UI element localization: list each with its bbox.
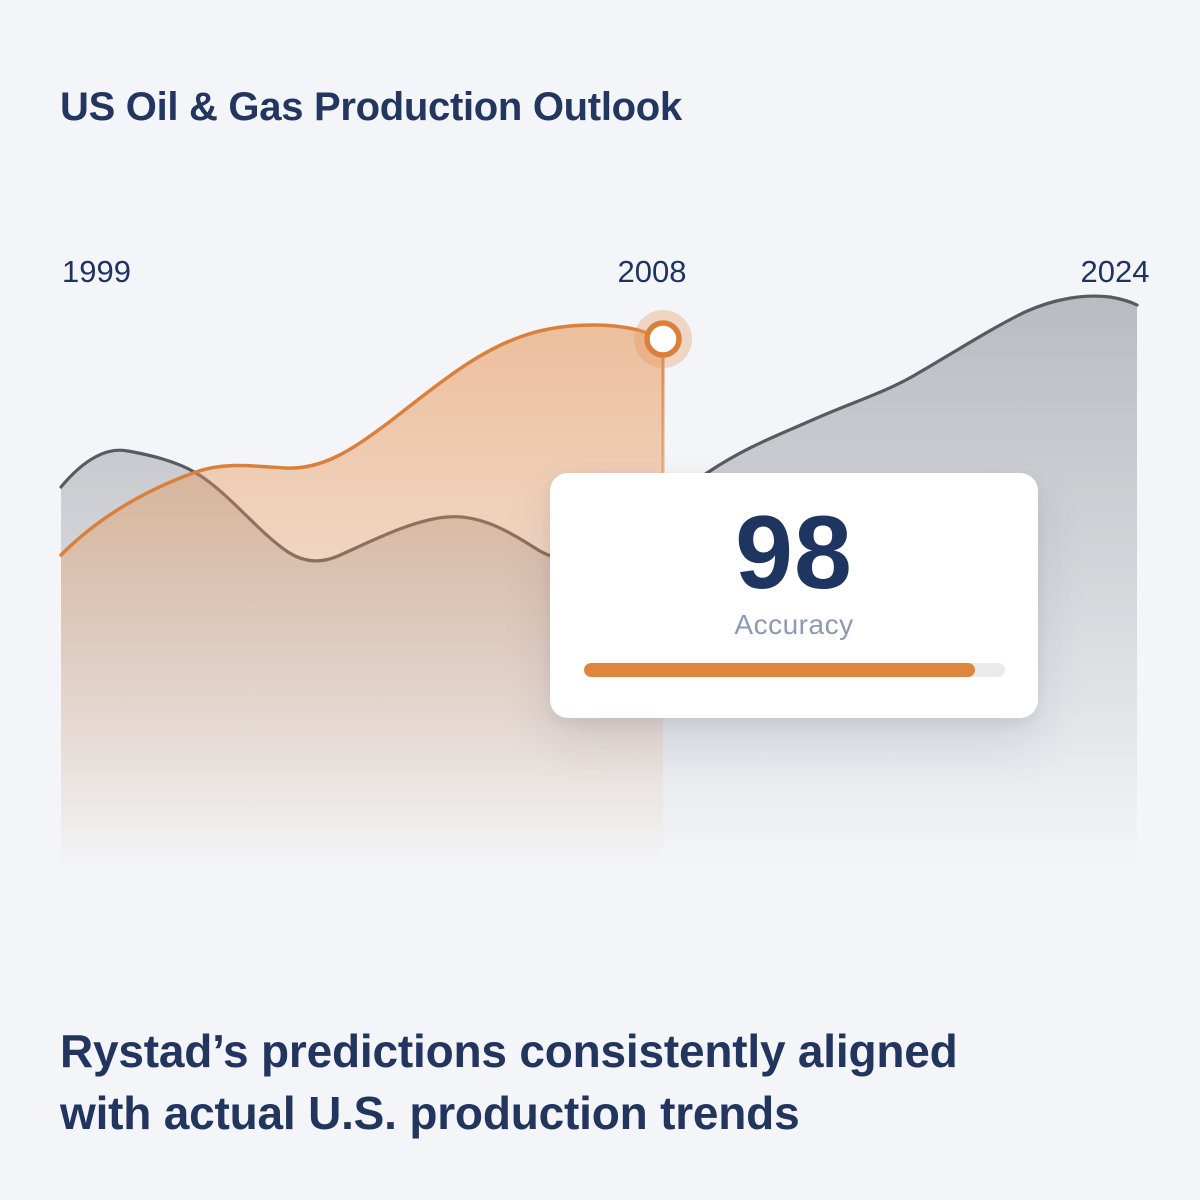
accuracy-progress-track (583, 663, 1005, 677)
prediction-line (59, 323, 665, 557)
accuracy-card: 98 Accuracy (550, 473, 1038, 718)
caption-line-2: with actual U.S. production trends (60, 1087, 800, 1139)
prediction-endpoint-marker (644, 320, 682, 358)
accuracy-value: 98 (735, 495, 853, 611)
prediction-area (61, 324, 663, 880)
caption: Rystad’s predictions consistently aligne… (60, 1020, 1140, 1144)
x-label-1999: 1999 (62, 254, 131, 289)
x-label-2008: 2008 (618, 254, 687, 289)
caption-line-1: Rystad’s predictions consistently aligne… (60, 1025, 958, 1077)
accuracy-progress-fill (583, 663, 976, 677)
accuracy-label: Accuracy (734, 609, 854, 640)
x-label-2024: 2024 (1081, 254, 1150, 289)
page-title: US Oil & Gas Production Outlook (60, 84, 682, 129)
